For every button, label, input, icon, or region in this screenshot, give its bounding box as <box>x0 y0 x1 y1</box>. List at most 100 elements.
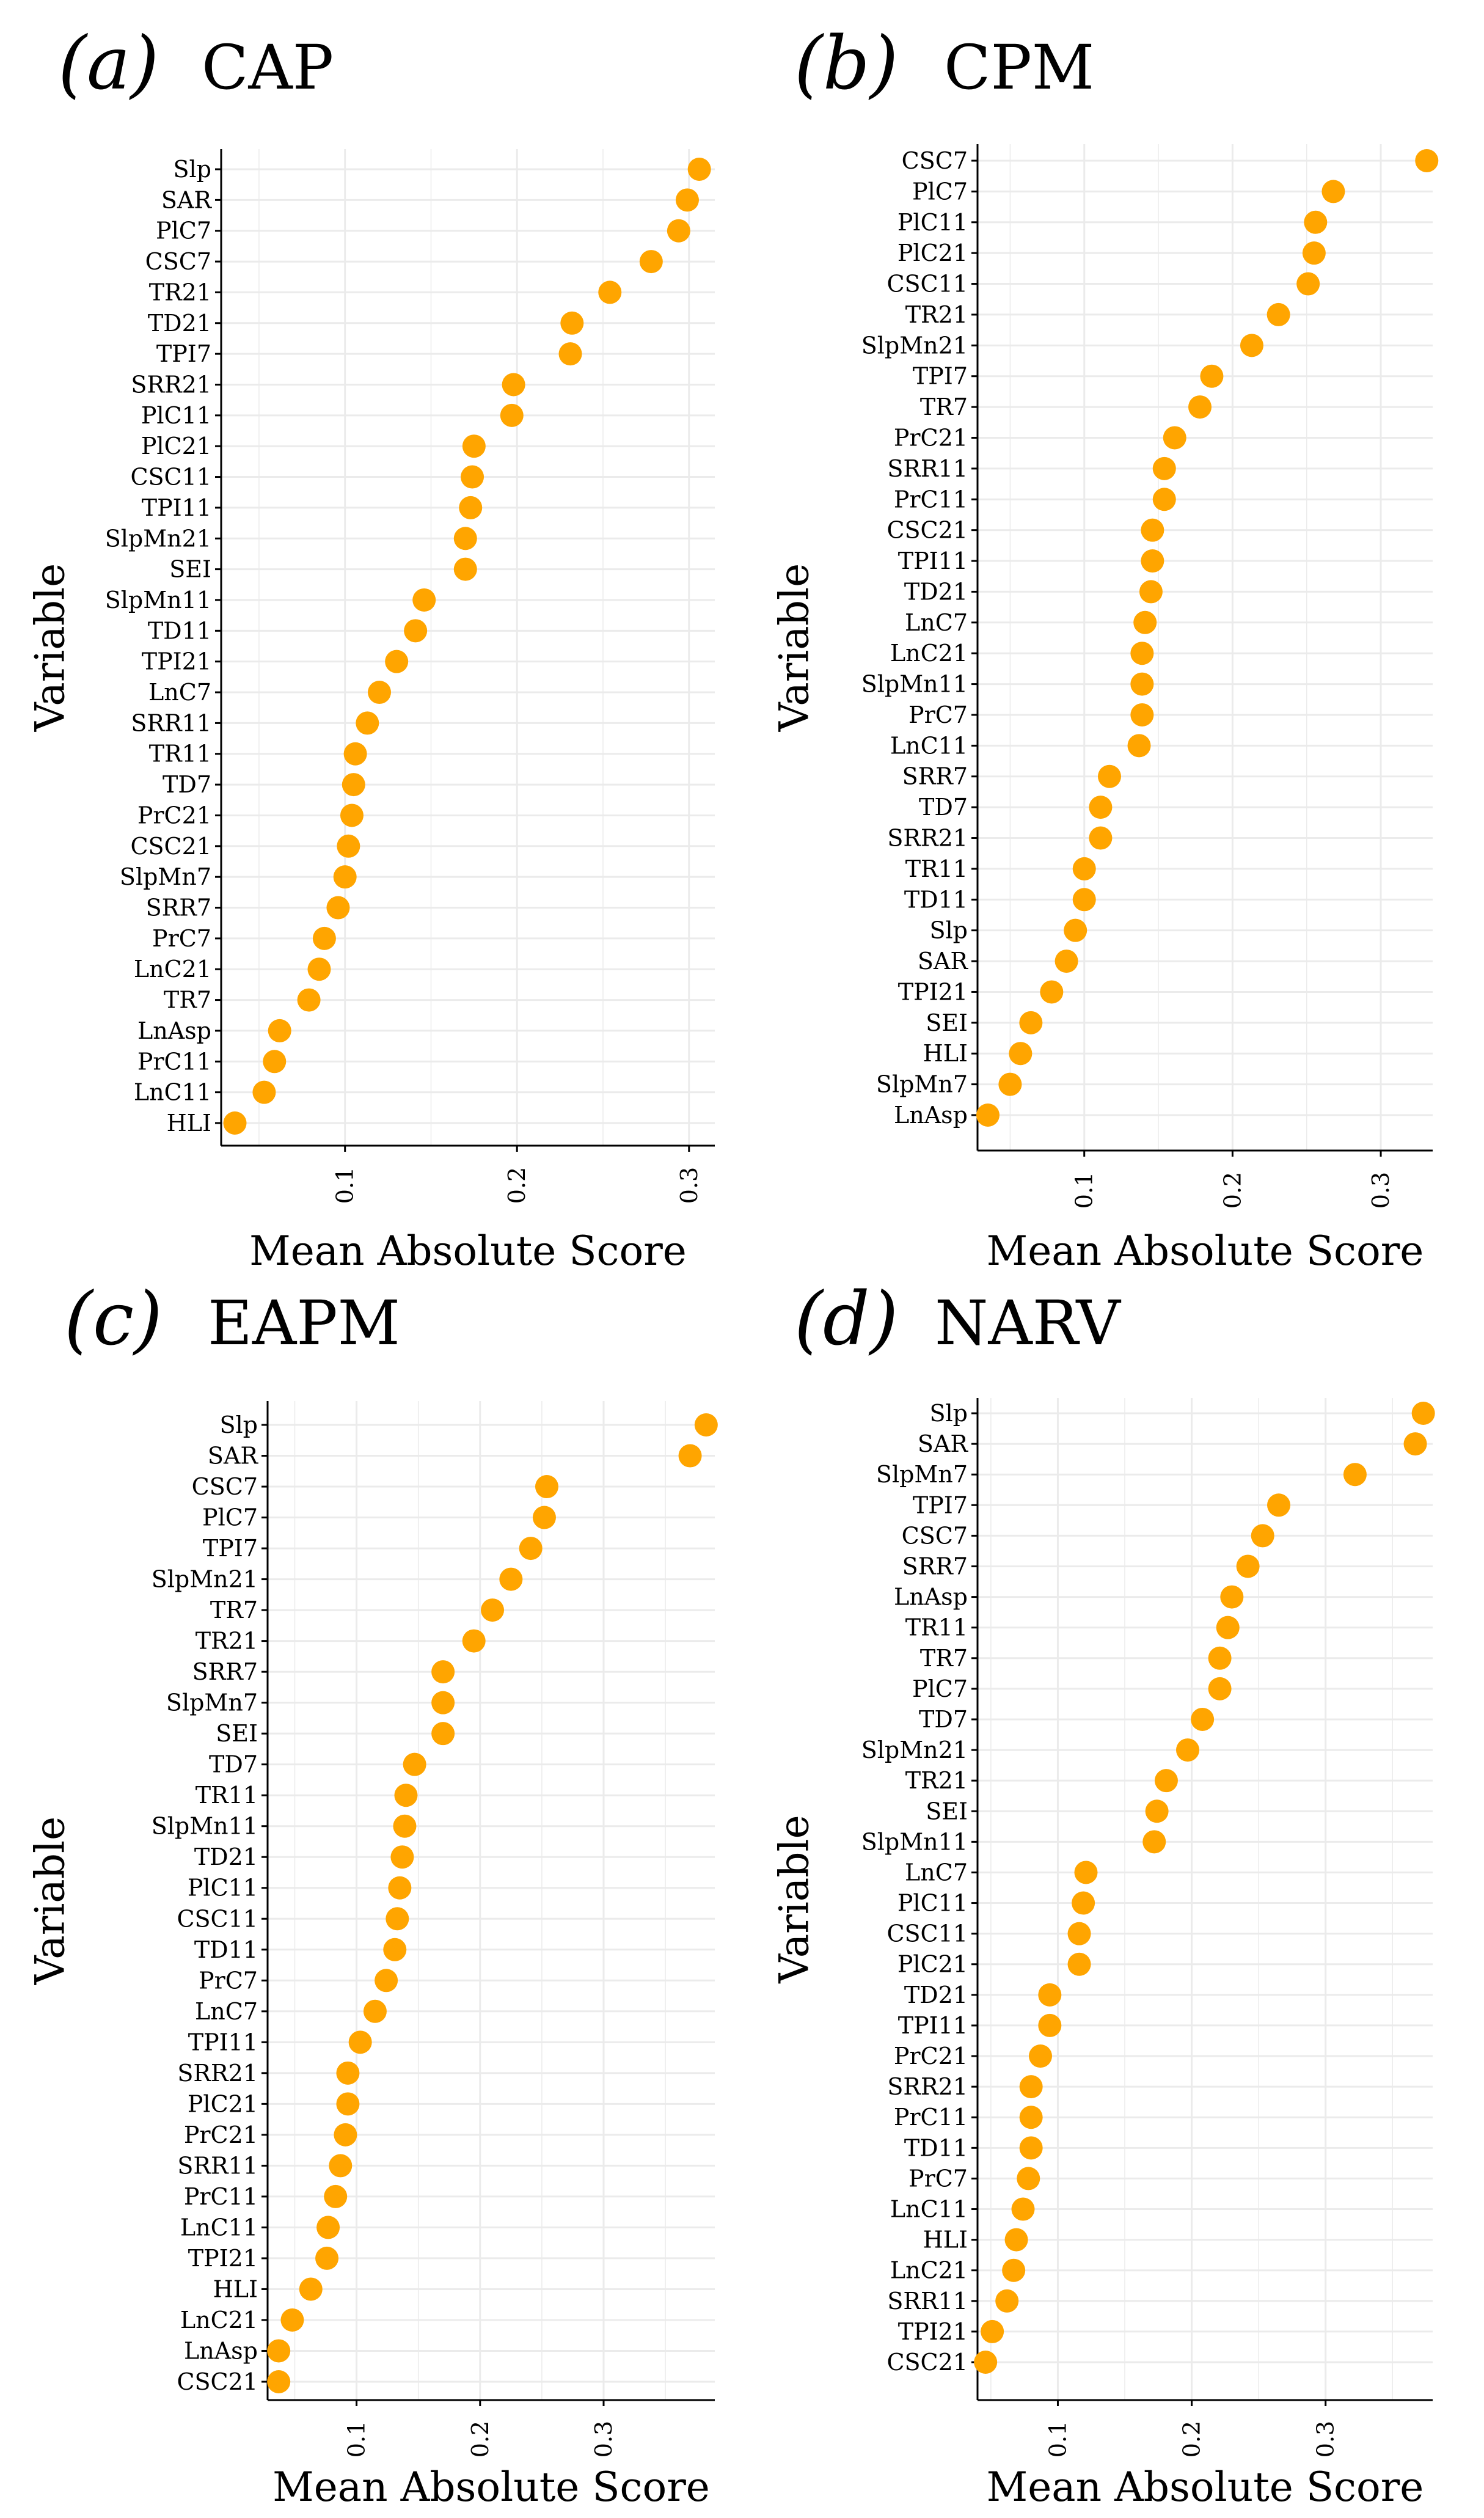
y-tick-label: Slp <box>929 1400 968 1427</box>
y-tick-label: PlC7 <box>156 218 211 244</box>
data-point <box>1097 764 1121 788</box>
y-tick-label: CSC11 <box>177 1905 258 1932</box>
data-point <box>356 711 379 735</box>
y-axis-label: Variable <box>27 1817 74 1985</box>
data-point <box>1019 2106 1043 2129</box>
y-tick-label: TD21 <box>904 578 968 605</box>
data-point <box>1216 1616 1240 1639</box>
panel-label: (b) <box>794 21 898 106</box>
chart-title: EAPM <box>208 1287 400 1359</box>
y-tick-label: TD7 <box>163 771 211 798</box>
data-point <box>1004 2228 1028 2252</box>
data-point <box>363 1999 387 2023</box>
x-axis-label: Mean Absolute Score <box>987 1228 1424 1275</box>
y-tick-label: SRR7 <box>146 895 211 921</box>
data-point <box>337 834 360 858</box>
data-point <box>267 2370 291 2393</box>
data-point <box>453 527 477 551</box>
y-tick-label: TD21 <box>194 1843 258 1870</box>
data-point <box>1089 796 1113 819</box>
y-tick-label: SlpMn21 <box>152 1566 258 1593</box>
y-tick-label: LnC21 <box>180 2307 258 2333</box>
x-tick-label: 0.3 <box>590 2421 617 2458</box>
y-tick-label: SRR11 <box>887 2288 968 2315</box>
x-tick-label: 0.1 <box>343 2421 370 2458</box>
x-tick-label: 0.3 <box>676 1167 703 1204</box>
data-point <box>535 1475 558 1499</box>
y-tick-label: PlC11 <box>141 402 211 429</box>
y-tick-label: PrC21 <box>184 2121 258 2148</box>
grid <box>978 1398 1433 2400</box>
y-tick-label: LnC7 <box>195 1998 258 2025</box>
data-point <box>462 434 486 458</box>
data-point <box>500 403 524 427</box>
y-tick-label: Slp <box>929 917 968 944</box>
y-tick-label: CSC21 <box>886 517 968 544</box>
data-point <box>223 1111 247 1135</box>
y-tick-label: SEI <box>926 1009 968 1036</box>
y-tick-label: SlpMn21 <box>105 525 211 552</box>
x-tick-label: 0.1 <box>1071 1172 1098 1209</box>
data-point <box>1072 888 1096 912</box>
data-point <box>412 588 436 612</box>
y-tick-label: SEI <box>216 1720 258 1747</box>
data-point <box>1141 518 1164 542</box>
y-tick-label: SAR <box>161 186 212 213</box>
y-tick-label: SlpMn11 <box>861 671 968 698</box>
y-tick-label: TPI11 <box>898 547 968 574</box>
y-tick-label: PrC11 <box>184 2183 258 2210</box>
data-point <box>502 373 525 397</box>
data-point <box>1267 302 1290 326</box>
data-point <box>403 1752 426 1776</box>
y-tick-label: SRR7 <box>192 1658 258 1685</box>
y-tick-label: LnC21 <box>134 956 211 983</box>
x-axis-label: Mean Absolute Score <box>987 2464 1424 2511</box>
y-tick-label: PlC11 <box>897 209 968 236</box>
y-tick-label: SRR11 <box>177 2152 258 2179</box>
data-point <box>1067 1922 1091 1945</box>
y-tick-label: PlC11 <box>897 1890 968 1917</box>
data-point <box>1072 1891 1095 1915</box>
y-tick-label: CSC7 <box>902 147 968 174</box>
data-point <box>1141 549 1164 573</box>
y-tick-label: TD11 <box>904 886 968 913</box>
data-point <box>333 865 357 889</box>
series-points <box>976 149 1439 1127</box>
plot-area <box>978 1398 1433 2400</box>
data-point <box>1208 1646 1232 1670</box>
data-point <box>558 342 582 366</box>
data-point <box>1064 918 1087 942</box>
data-point <box>639 250 663 274</box>
y-tick-label: TD21 <box>904 1982 968 2008</box>
data-point <box>1009 1042 1033 1066</box>
y-tick-label: HLI <box>923 1040 968 1067</box>
y-tick-label: PrC21 <box>137 802 211 829</box>
y-tick-label: SlpMn21 <box>861 332 968 359</box>
y-tick-label: SlpMn7 <box>120 863 211 890</box>
y-tick-label: TR21 <box>149 279 211 306</box>
y-tick-label: LnC7 <box>905 609 968 636</box>
data-point <box>299 2277 323 2301</box>
data-point <box>678 1444 702 1468</box>
y-tick-label: LnAsp <box>894 1102 968 1129</box>
x-tick-label: 0.2 <box>1219 1172 1246 1209</box>
y-tick-label: LnC11 <box>134 1079 211 1106</box>
y-tick-label: CSC7 <box>902 1522 968 1549</box>
data-point <box>386 1907 409 1931</box>
y-tick-label: TR21 <box>905 1767 968 1794</box>
data-point <box>1130 672 1154 696</box>
y-tick-label: SRR11 <box>131 709 211 736</box>
y-tick-label: SEI <box>169 556 211 583</box>
data-point <box>324 2184 348 2208</box>
y-tick-label: CSC11 <box>886 1920 968 1947</box>
y-tick-label: TPI7 <box>156 340 211 367</box>
y-tick-label: SlpMn7 <box>166 1689 258 1716</box>
y-tick-label: TPI11 <box>898 2012 968 2039</box>
data-point <box>675 188 699 212</box>
data-point <box>1074 1861 1098 1884</box>
data-point <box>268 1019 291 1042</box>
data-point <box>1163 426 1186 450</box>
panel-a: Slp SAR PlC7 CSC7 TR21 TD21 TPI7 SRR21 PlC11 PlC2… <box>27 21 715 1275</box>
data-point <box>998 1072 1022 1096</box>
